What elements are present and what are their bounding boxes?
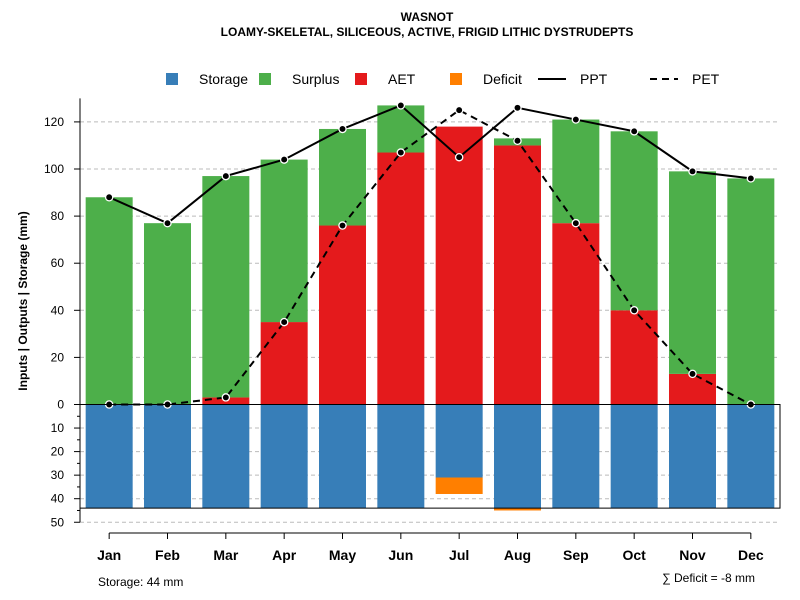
storage-bar <box>202 404 250 509</box>
series-lines <box>104 101 756 409</box>
surplus-bar <box>85 197 133 405</box>
ppt-point <box>571 115 581 124</box>
y-tick-label: 0 <box>57 398 64 412</box>
ppt-point <box>688 167 697 176</box>
storage-bar <box>494 404 541 509</box>
legend-swatch-storage <box>166 73 178 85</box>
storage-bar <box>144 404 191 509</box>
y-tick-label: 100 <box>44 162 64 176</box>
storage-bar <box>669 404 716 509</box>
y-axis-label: Inputs | Outputs | Storage (mm) <box>16 211 30 390</box>
x-tick-label: Apr <box>272 547 297 563</box>
storage-bar <box>552 404 600 509</box>
pet-point <box>688 369 697 379</box>
y-tick-label: 20 <box>51 350 65 364</box>
x-tick-label: Dec <box>738 547 764 563</box>
deficit-bar <box>435 477 483 494</box>
aet-bar <box>319 225 366 405</box>
x-tick-label: May <box>329 547 356 563</box>
axes: 0 20 40 60 80 100 120 10 20 30 40 50 Jan Feb Mar Apr May… <box>44 98 781 563</box>
deficit-note: ∑ Deficit = -8 mm <box>662 571 755 585</box>
deficit-bar <box>494 508 541 511</box>
x-tick-label: Sep <box>563 547 589 563</box>
surplus-bar <box>610 131 658 311</box>
aet-bar <box>435 126 483 405</box>
storage-bar <box>610 404 658 509</box>
storage-bar <box>260 404 308 509</box>
ppt-point <box>163 218 172 228</box>
ppt-point <box>629 127 639 136</box>
pet-point <box>513 136 522 145</box>
surplus-bar <box>144 223 191 405</box>
ppt-point <box>746 174 756 183</box>
y-tick-label: 120 <box>44 115 64 129</box>
surplus-bar <box>377 105 425 153</box>
pet-point <box>221 393 231 402</box>
ppt-point <box>513 103 522 113</box>
aet-bar <box>669 373 716 405</box>
ppt-point <box>338 124 347 134</box>
ppt-point <box>221 171 231 181</box>
ppt-point <box>396 101 406 110</box>
y-tick-label: 80 <box>51 209 65 223</box>
aet-bar <box>610 310 658 405</box>
bars <box>85 105 775 511</box>
y-tick-label: 10 <box>51 421 65 435</box>
aet-bar <box>494 145 541 405</box>
y-tick-label: 50 <box>51 515 65 529</box>
pet-point <box>279 317 289 327</box>
legend-label-aet: AET <box>388 71 416 87</box>
ppt-point <box>279 155 289 164</box>
legend-swatch-aet <box>355 73 367 85</box>
x-tick-label: Jun <box>388 547 413 563</box>
gridlines <box>80 121 780 523</box>
ppt-line <box>108 104 751 225</box>
storage-bar <box>319 404 366 509</box>
legend-label-deficit: Deficit <box>483 71 522 87</box>
pet-point <box>338 221 347 230</box>
pet-point <box>396 148 406 157</box>
y-tick-label: 20 <box>51 445 65 459</box>
legend: Storage Surplus AET Deficit PPT PET <box>166 71 720 87</box>
surplus-bar <box>552 119 600 224</box>
legend-label-surplus: Surplus <box>292 71 339 87</box>
aet-bar <box>552 223 600 405</box>
pet-point <box>571 218 581 228</box>
chart-subtitle: LOAMY-SKELETAL, SILICEOUS, ACTIVE, FRIGI… <box>221 25 634 39</box>
legend-label-storage: Storage <box>199 71 248 87</box>
legend-swatch-surplus <box>259 73 271 85</box>
legend-swatch-deficit <box>450 73 462 85</box>
surplus-bar <box>202 176 250 398</box>
x-tick-label: Aug <box>504 547 531 563</box>
storage-bar <box>377 404 425 509</box>
y-tick-label: 60 <box>51 256 65 270</box>
x-tick-label: Nov <box>679 547 706 563</box>
y-tick-label: 30 <box>51 468 65 482</box>
y-tick-label: 40 <box>51 492 65 506</box>
x-tick-label: Jan <box>97 547 121 563</box>
surplus-bar <box>260 159 308 323</box>
x-tick-label: Feb <box>155 547 180 563</box>
y-tick-label: 40 <box>51 303 65 317</box>
legend-label-ppt: PPT <box>580 71 608 87</box>
surplus-bar <box>319 128 366 226</box>
storage-bar <box>727 404 775 509</box>
storage-bar <box>85 404 133 509</box>
storage-bar <box>435 404 483 478</box>
storage-note: Storage: 44 mm <box>98 575 183 589</box>
x-tick-label: Oct <box>622 547 646 563</box>
aet-bar <box>260 322 308 405</box>
surplus-bar <box>727 178 775 405</box>
ppt-point <box>454 152 464 162</box>
x-tick-label: Mar <box>213 547 238 563</box>
surplus-bar <box>669 171 716 374</box>
x-tick-label: Jul <box>449 547 469 563</box>
legend-label-pet: PET <box>692 71 720 87</box>
pet-point <box>454 105 464 115</box>
ppt-point <box>104 193 114 202</box>
pet-point <box>629 306 639 315</box>
aet-bar <box>377 152 425 405</box>
chart-title: WASNOT <box>401 10 454 24</box>
